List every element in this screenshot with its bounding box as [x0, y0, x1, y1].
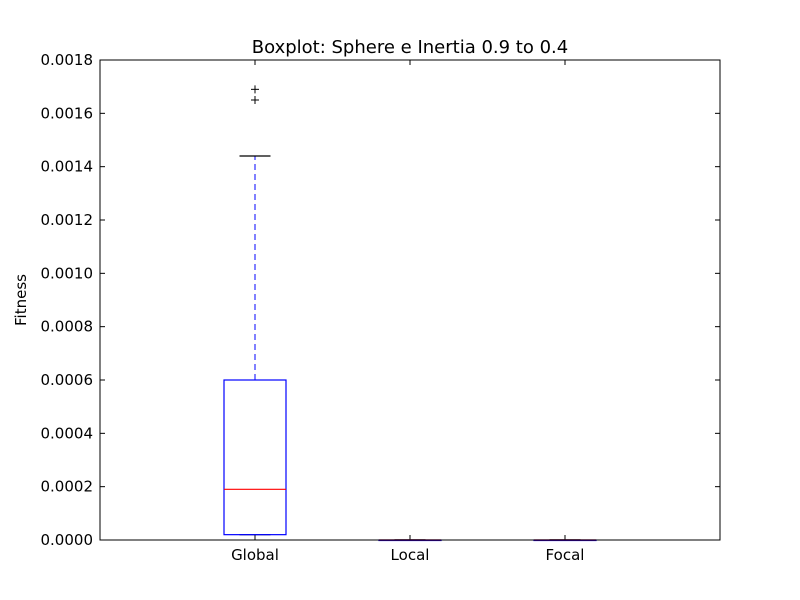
y-tick-label: 0.0016 — [41, 104, 94, 122]
x-tick-label: Local — [391, 546, 430, 564]
y-tick-label: 0.0012 — [41, 211, 94, 229]
plot-area: 0.0000 0.0002 0.0004 0.0006 0.0008 0.0010 0.00… — [41, 51, 720, 564]
axes-frame — [99, 59, 721, 541]
x-tick-label: Focal — [546, 546, 585, 564]
y-tick-label: 0.0004 — [41, 424, 94, 442]
y-tick-label: 0.0000 — [41, 531, 94, 549]
x-tick-label: Global — [231, 546, 279, 564]
y-tick-label: 0.0002 — [41, 478, 94, 496]
y-tick-label: 0.0010 — [41, 264, 94, 282]
outlier-point — [251, 85, 259, 94]
chart-title: Boxplot: Sphere e Inertia 0.9 to 0.4 — [252, 37, 568, 58]
y-tick-label: 0.0006 — [41, 371, 94, 389]
y-tick-label: 0.0014 — [41, 158, 94, 176]
y-tick-label: 0.0018 — [41, 51, 94, 69]
outlier-point — [251, 96, 259, 104]
box-global — [223, 379, 287, 536]
y-axis-label: Fitness — [12, 274, 30, 326]
y-tick-label: 0.0008 — [41, 318, 94, 336]
